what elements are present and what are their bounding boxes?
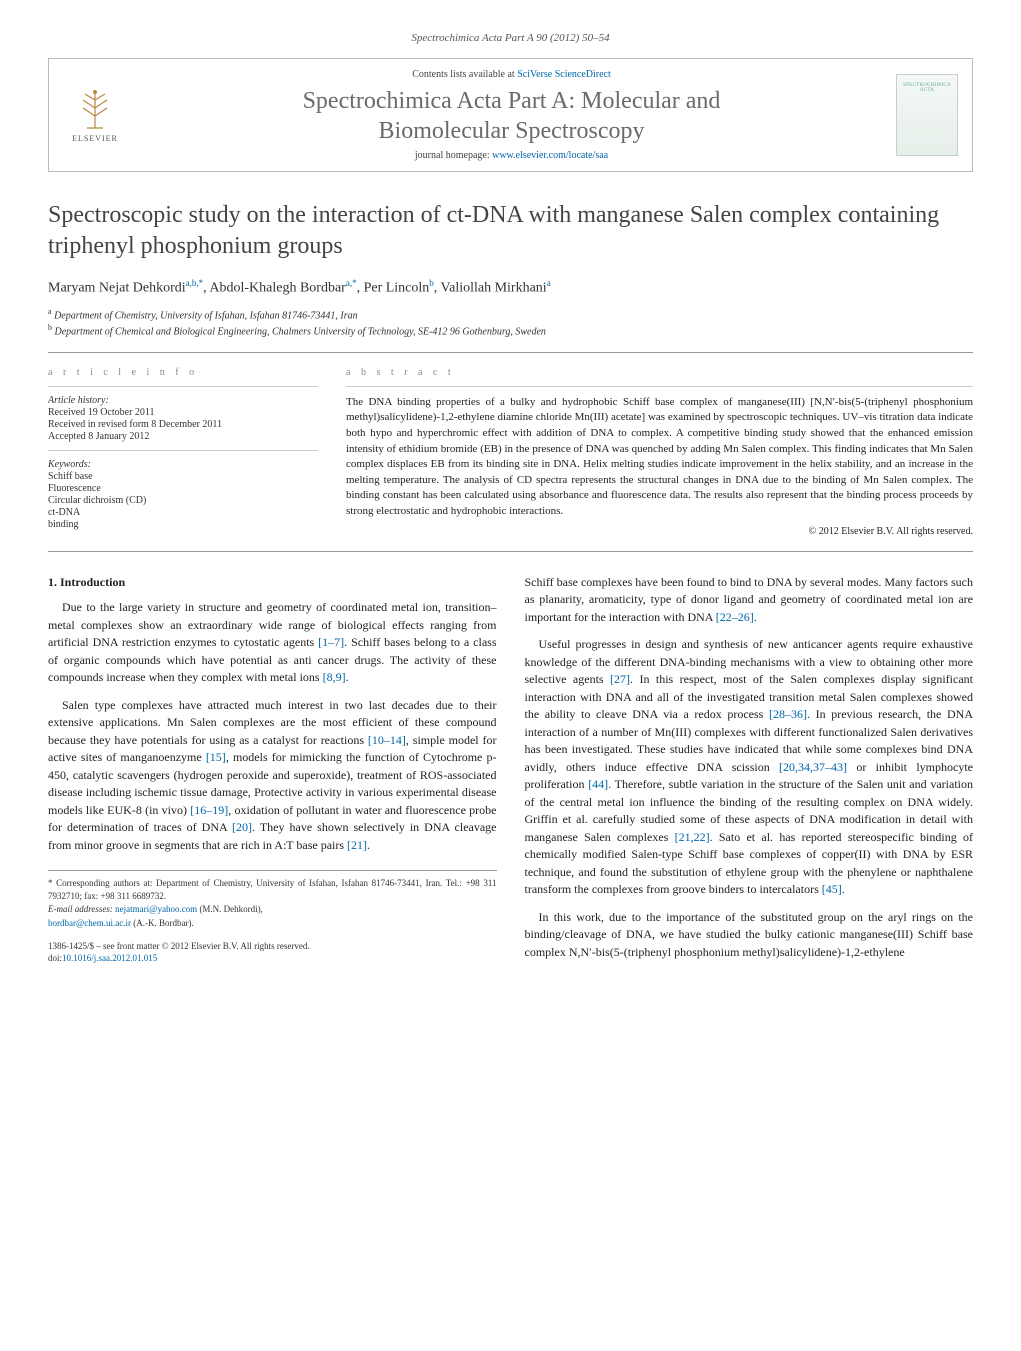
email-who: (A.-K. Bordbar).: [131, 918, 194, 928]
author-sup: b: [429, 278, 434, 288]
author-sup: a: [547, 278, 551, 288]
ref-link[interactable]: [28–36]: [769, 707, 807, 721]
paragraph: Useful progresses in design and synthesi…: [525, 636, 974, 899]
email-who: (M.N. Dehkordi),: [197, 904, 263, 914]
homepage-link[interactable]: www.elsevier.com/locate/saa: [492, 150, 608, 161]
revised: Received in revised form 8 December 2011: [48, 419, 318, 430]
homepage-prefix: journal homepage:: [415, 150, 492, 161]
text: .: [367, 838, 370, 852]
emails: bordbar@chem.ui.ac.ir (A.-K. Bordbar).: [48, 917, 497, 930]
body-columns: 1. Introduction Due to the large variety…: [48, 574, 973, 972]
emails: E-mail addresses: nejatmari@yahoo.com (M…: [48, 903, 497, 916]
footnotes: * Corresponding authors at: Department o…: [48, 870, 497, 929]
abstract-label: a b s t r a c t: [346, 367, 973, 378]
author-name: Per Lincoln: [364, 281, 430, 296]
divider: [48, 450, 318, 451]
text: .: [842, 882, 845, 896]
keyword: Fluorescence: [48, 483, 318, 494]
journal-header-box: ELSEVIER Contents lists available at Sci…: [48, 58, 973, 172]
paragraph: Due to the large variety in structure an…: [48, 599, 497, 687]
doi-link[interactable]: 10.1016/j.saa.2012.01.015: [62, 953, 157, 963]
affiliation-text: Department of Chemistry, University of I…: [54, 310, 358, 321]
author-name: Abdol-Khalegh Bordbar: [209, 281, 345, 296]
abstract: a b s t r a c t The DNA binding properti…: [346, 367, 973, 537]
abstract-text: The DNA binding properties of a bulky an…: [346, 395, 973, 520]
contents-prefix: Contents lists available at: [412, 69, 517, 80]
ref-link[interactable]: [21]: [347, 838, 367, 852]
keyword: Circular dichroism (CD): [48, 495, 318, 506]
info-abstract-row: a r t i c l e i n f o Article history: R…: [48, 367, 973, 537]
author-sup: a,b,*: [186, 278, 204, 288]
column-left: 1. Introduction Due to the large variety…: [48, 574, 497, 972]
affiliation-text: Department of Chemical and Biological En…: [55, 327, 546, 338]
column-right: Schiff base complexes have been found to…: [525, 574, 974, 972]
doi-block: 1386-1425/$ – see front matter © 2012 El…: [48, 940, 497, 965]
divider: [48, 352, 973, 353]
header-center: Contents lists available at SciVerse Sci…: [137, 69, 886, 161]
affiliation: a Department of Chemistry, University of…: [48, 307, 973, 321]
received: Received 19 October 2011: [48, 407, 318, 418]
paragraph: Salen type complexes have attracted much…: [48, 697, 497, 855]
divider: [346, 386, 973, 387]
ref-link[interactable]: [27]: [610, 672, 630, 686]
elsevier-tree-icon: [75, 88, 115, 132]
author-sup: a,*: [346, 278, 357, 288]
keywords-head: Keywords:: [48, 459, 318, 470]
divider: [48, 386, 318, 387]
contents-line: Contents lists available at SciVerse Sci…: [137, 69, 886, 80]
email-link[interactable]: nejatmari@yahoo.com: [115, 904, 197, 914]
accepted: Accepted 8 January 2012: [48, 431, 318, 442]
journal-name: Spectrochimica Acta Part A: Molecular an…: [137, 86, 886, 146]
ref-link[interactable]: [22–26]: [716, 610, 754, 624]
journal-cover-thumb: SPECTROCHIMICA ACTA: [896, 74, 958, 156]
doi-prefix: doi:: [48, 953, 62, 963]
article-info: a r t i c l e i n f o Article history: R…: [48, 367, 318, 537]
email-prefix: E-mail addresses:: [48, 904, 115, 914]
ref-link[interactable]: [1–7]: [318, 635, 344, 649]
author-name: Valiollah Mirkhani: [441, 281, 547, 296]
email-link[interactable]: bordbar@chem.ui.ac.ir: [48, 918, 131, 928]
ref-link[interactable]: [8,9]: [323, 670, 346, 684]
ref-link[interactable]: [20]: [232, 820, 252, 834]
sciencedirect-link[interactable]: SciVerse ScienceDirect: [517, 69, 611, 80]
article-info-label: a r t i c l e i n f o: [48, 367, 318, 378]
affiliation: b Department of Chemical and Biological …: [48, 323, 973, 337]
ref-link[interactable]: [44]: [588, 777, 608, 791]
corresponding-author: * Corresponding authors at: Department o…: [48, 877, 497, 902]
paragraph: In this work, due to the importance of t…: [525, 909, 974, 962]
paragraph: Schiff base complexes have been found to…: [525, 574, 974, 627]
affiliation-sup: b: [48, 323, 52, 332]
elsevier-logo: ELSEVIER: [63, 78, 127, 152]
abstract-copyright: © 2012 Elsevier B.V. All rights reserved…: [346, 526, 973, 537]
ref-link[interactable]: [21,22]: [675, 830, 710, 844]
article-title: Spectroscopic study on the interaction o…: [48, 200, 973, 262]
ref-link[interactable]: [16–19]: [190, 803, 228, 817]
keyword: binding: [48, 519, 318, 530]
elsevier-label: ELSEVIER: [72, 134, 118, 143]
ref-link[interactable]: [20,34,37–43]: [779, 760, 847, 774]
author-name: Maryam Nejat Dehkordi: [48, 281, 186, 296]
keyword: Schiff base: [48, 471, 318, 482]
journal-reference: Spectrochimica Acta Part A 90 (2012) 50–…: [48, 32, 973, 44]
journal-name-line2: Biomolecular Spectroscopy: [379, 118, 645, 144]
front-matter: 1386-1425/$ – see front matter © 2012 El…: [48, 940, 497, 953]
text: .: [754, 610, 757, 624]
ref-link[interactable]: [10–14]: [368, 733, 406, 747]
journal-name-line1: Spectrochimica Acta Part A: Molecular an…: [303, 88, 721, 114]
ref-link[interactable]: [15]: [206, 750, 226, 764]
homepage-line: journal homepage: www.elsevier.com/locat…: [137, 150, 886, 161]
ref-link[interactable]: [45]: [822, 882, 842, 896]
history-head: Article history:: [48, 395, 318, 406]
doi-line: doi:10.1016/j.saa.2012.01.015: [48, 952, 497, 965]
authors: Maryam Nejat Dehkordia,b,*, Abdol-Khaleg…: [48, 278, 973, 297]
text: .: [346, 670, 349, 684]
affiliation-sup: a: [48, 307, 52, 316]
keyword: ct-DNA: [48, 507, 318, 518]
divider: [48, 551, 973, 552]
section-heading: 1. Introduction: [48, 574, 497, 592]
cover-thumb-title: SPECTROCHIMICA ACTA: [897, 83, 957, 93]
